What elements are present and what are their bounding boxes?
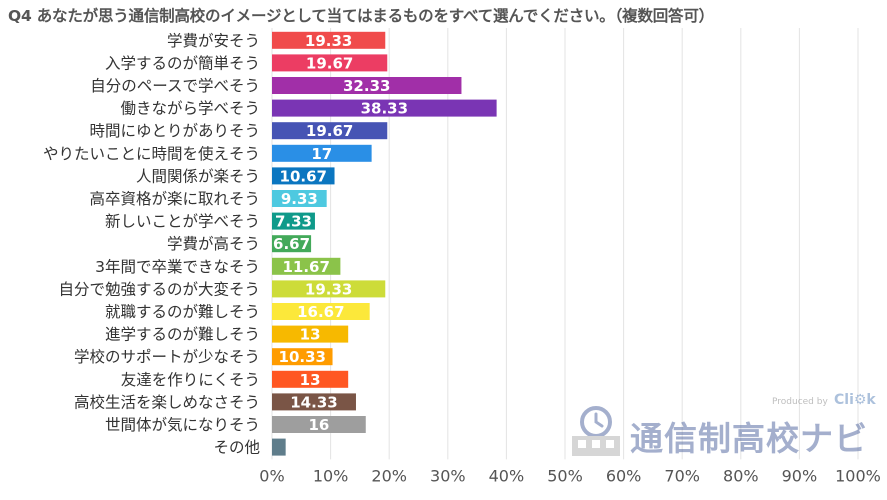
bar [272,99,497,117]
bar-value-label: 19.67 [306,122,353,140]
category-labels: 学費が安そう入学するのが簡単そう自分のペースで学べそう働きながら学べそう時間にゆ… [43,32,260,457]
x-tick-label: 30% [430,466,466,485]
category-label: 働きながら学べそう [120,100,260,118]
category-label: その他 [213,439,260,457]
category-label: 進学するのが難しそう [105,326,260,344]
bar [272,257,341,275]
bar-value-label: 14.33 [290,393,337,411]
x-tick-label: 50% [547,466,583,485]
category-label: 人間関係が楽そう [136,167,260,185]
bar [272,31,386,49]
site-watermark: Produced by Cli⚙k 通信制高校ナビ [572,392,882,462]
category-label: 自分で勉強するのが大変そう [58,280,260,298]
school-stopwatch-icon [572,406,620,456]
bar-value-label: 16 [308,416,329,434]
x-tick-label: 70% [664,466,700,485]
bar [272,77,462,94]
bar [272,54,388,72]
brand-logo-text: Cli⚙k [834,392,876,408]
x-tick-label: 0% [259,466,284,485]
x-tick-label: 100% [835,466,881,485]
category-label: 就職するのが難しそう [105,303,260,321]
bar [272,303,370,320]
bar-value-label: 11.67 [282,258,329,276]
x-tick-label: 40% [489,466,525,485]
bar-value-label: 16.67 [297,303,344,321]
x-tick-label: 10% [313,466,349,485]
bar [272,416,366,433]
bar [272,325,349,343]
bar-value-label: 32.33 [343,77,390,95]
category-label: 世間体が気になりそう [105,416,260,434]
bar-value-label: 19.33 [305,32,352,50]
bar [272,280,386,298]
bar [272,393,356,411]
category-label: 高卒資格が楽に取れそう [89,190,260,208]
bar [272,235,312,253]
x-axis-tick-labels: 0% 10% 20% 30% 40% 50% 60% 70% 80% 90% 100% [259,466,881,485]
bar-value-label: 6.67 [273,235,310,253]
bar [272,144,372,162]
category-label: 友達を作りにくそう [121,371,260,389]
bar [272,348,333,366]
category-label: 3年間で卒業できなそう [95,258,260,276]
bar-value-label: 10.33 [279,348,326,366]
x-tick-label: 60% [606,466,642,485]
site-name-text: 通信制高校ナビ [630,419,868,458]
bar-value-label: 38.33 [361,100,408,118]
category-label: やりたいことに時間を使えそう [43,145,260,163]
category-label: 自分のペースで学べそう [90,77,260,95]
bar-value-label: 7.33 [275,213,312,231]
x-tick-label: 80% [723,466,759,485]
bar-value-label: 19.33 [305,280,352,298]
category-label: 高校生活を楽しめなさそう [74,393,260,411]
category-label: 時間にゆとりがありそう [89,122,260,140]
produced-by-label: Produced by [772,397,828,407]
category-label: 学費が高そう [167,235,260,253]
bar-value-label: 13 [300,371,321,389]
bars: 19.33 19.67 32.33 38.33 19.67 17 10.67 9.33 7.33… [272,31,497,456]
bar [272,212,315,230]
bar [272,122,388,140]
category-label: 学費が安そう [167,32,260,50]
bar-value-label: 10.67 [280,167,327,185]
chart-title: Q4 あなたが思う通信制高校のイメージとして当てはまるものをすべて選んでください… [8,7,714,25]
bar [272,190,327,207]
bar [272,167,335,185]
bar-value-label: 13 [300,326,321,344]
x-tick-label: 90% [782,466,818,485]
category-label: 新しいことが学べそう [105,213,260,231]
bar-value-label: 19.67 [306,54,353,72]
bar-value-label: 9.33 [281,190,318,208]
bar [272,370,349,388]
category-label: 入学するのが簡単そう [105,54,260,72]
x-tick-label: 20% [371,466,407,485]
bar-value-label: 17 [311,145,332,163]
bar [272,438,286,456]
category-label: 学校のサポートが少なそう [74,348,260,366]
